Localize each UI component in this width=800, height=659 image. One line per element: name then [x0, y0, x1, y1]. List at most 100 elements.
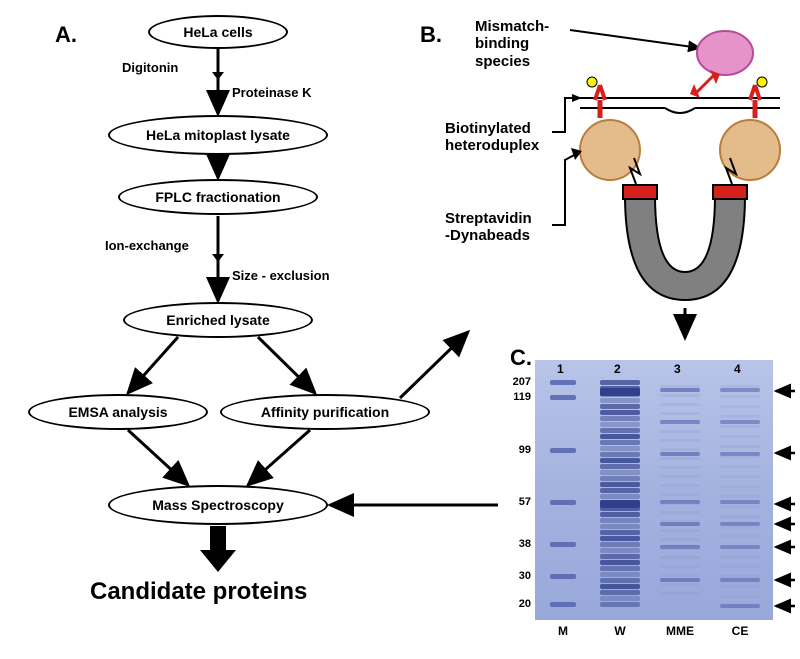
lane-label-top: 3 [674, 362, 681, 376]
gel-band [720, 525, 760, 528]
gel-band [600, 416, 640, 421]
gel-band [660, 484, 700, 487]
edge-emsa-ms [128, 430, 188, 485]
edge-enriched-affinity [258, 337, 315, 393]
gel-band [600, 560, 640, 565]
gel-band [550, 448, 576, 453]
gel-band [600, 578, 640, 583]
panelB-label-dynabeads: Streptavidin-Dynabeads [445, 210, 532, 245]
final-arrow [200, 526, 236, 572]
gel-band [600, 566, 640, 571]
gel-band [600, 380, 640, 385]
edge-enriched-emsa [128, 337, 178, 393]
lane-label-bottom: CE [718, 624, 762, 638]
node-fplc: FPLC fractionation [118, 179, 318, 215]
gel-band [720, 475, 760, 478]
gel-band [600, 404, 640, 409]
gel-band [720, 500, 760, 504]
gel-band [600, 458, 640, 463]
gel-band [660, 457, 700, 460]
gel-band [600, 452, 640, 457]
gel-band [660, 502, 700, 505]
gel-band [600, 602, 640, 607]
gel-band [600, 542, 640, 547]
gel-band [660, 583, 700, 586]
candidate-proteins-label: Candidate proteins [90, 578, 307, 606]
mw-label: 99 [507, 444, 531, 456]
gel-band [720, 545, 760, 548]
panelB-label-heteroduplex: Biotinylatedheteroduplex [445, 120, 539, 155]
gel-band [600, 530, 640, 535]
gel-band [720, 455, 760, 458]
gel-band [600, 548, 640, 553]
gel-band [600, 596, 640, 601]
gel-band [600, 524, 640, 529]
gel-band [660, 574, 700, 577]
edge-label: Digitonin [122, 60, 178, 75]
gel-band [600, 398, 640, 403]
mw-label: 119 [507, 391, 531, 403]
lane-label-bottom: W [598, 624, 642, 638]
gel-band [720, 445, 760, 448]
gel-band [660, 475, 700, 478]
panel-label-B: B. [420, 22, 442, 48]
node-emsa: EMSA analysis [28, 394, 208, 430]
gel-band [660, 556, 700, 559]
gel-band [720, 405, 760, 408]
gel-band [720, 495, 760, 498]
mw-label: 207 [507, 376, 531, 388]
gel-band [660, 547, 700, 550]
gel-band [720, 535, 760, 538]
gel-band [600, 482, 640, 487]
gel-band [720, 515, 760, 518]
gel-band [720, 595, 760, 598]
gel-band [720, 388, 760, 392]
gel-band [660, 529, 700, 532]
edge-affinity-panelB [400, 332, 468, 398]
gel-band [720, 420, 760, 424]
gel-band [660, 394, 700, 397]
edge-label: Size - exclusion [232, 268, 330, 283]
lane-label-top: 1 [557, 362, 564, 376]
gel-band [550, 602, 576, 607]
node-hela: HeLa cells [148, 15, 288, 49]
edge-label: Proteinase K [232, 85, 311, 100]
gel-band [720, 485, 760, 488]
gel-band [600, 464, 640, 469]
lane-label-bottom: MME [658, 624, 702, 638]
gel-band [600, 434, 640, 439]
gel-band [660, 385, 700, 388]
gel-band [660, 493, 700, 496]
gel-band [660, 538, 700, 541]
gel-band [720, 395, 760, 398]
gel-band [600, 488, 640, 493]
gel-band [720, 415, 760, 418]
node-affinity: Affinity purification [220, 394, 430, 430]
gel-band [720, 585, 760, 588]
gel-band [600, 500, 640, 508]
gel-band [720, 575, 760, 578]
gel-band [550, 500, 576, 505]
gel-band [660, 403, 700, 406]
gel-band [720, 385, 760, 388]
gel-band [660, 439, 700, 442]
gel-band [600, 470, 640, 475]
gel-band [660, 421, 700, 424]
gel-band [660, 388, 700, 392]
panelB-label-mismatch: Mismatch-bindingspecies [475, 18, 549, 70]
gel-band [660, 592, 700, 595]
node-enriched: Enriched lysate [123, 302, 313, 338]
gel-band [600, 512, 640, 517]
gel-band [600, 584, 640, 589]
mw-label: 38 [507, 538, 531, 550]
gel-band [550, 380, 576, 385]
gel-band [600, 446, 640, 451]
gel-band [600, 536, 640, 541]
gel-band [720, 505, 760, 508]
node-ms: Mass Spectroscopy [108, 485, 328, 525]
mw-label: 57 [507, 496, 531, 508]
gel-band [660, 565, 700, 568]
gel-band [660, 466, 700, 469]
panelB-illustration [552, 30, 780, 338]
gel-band [720, 425, 760, 428]
